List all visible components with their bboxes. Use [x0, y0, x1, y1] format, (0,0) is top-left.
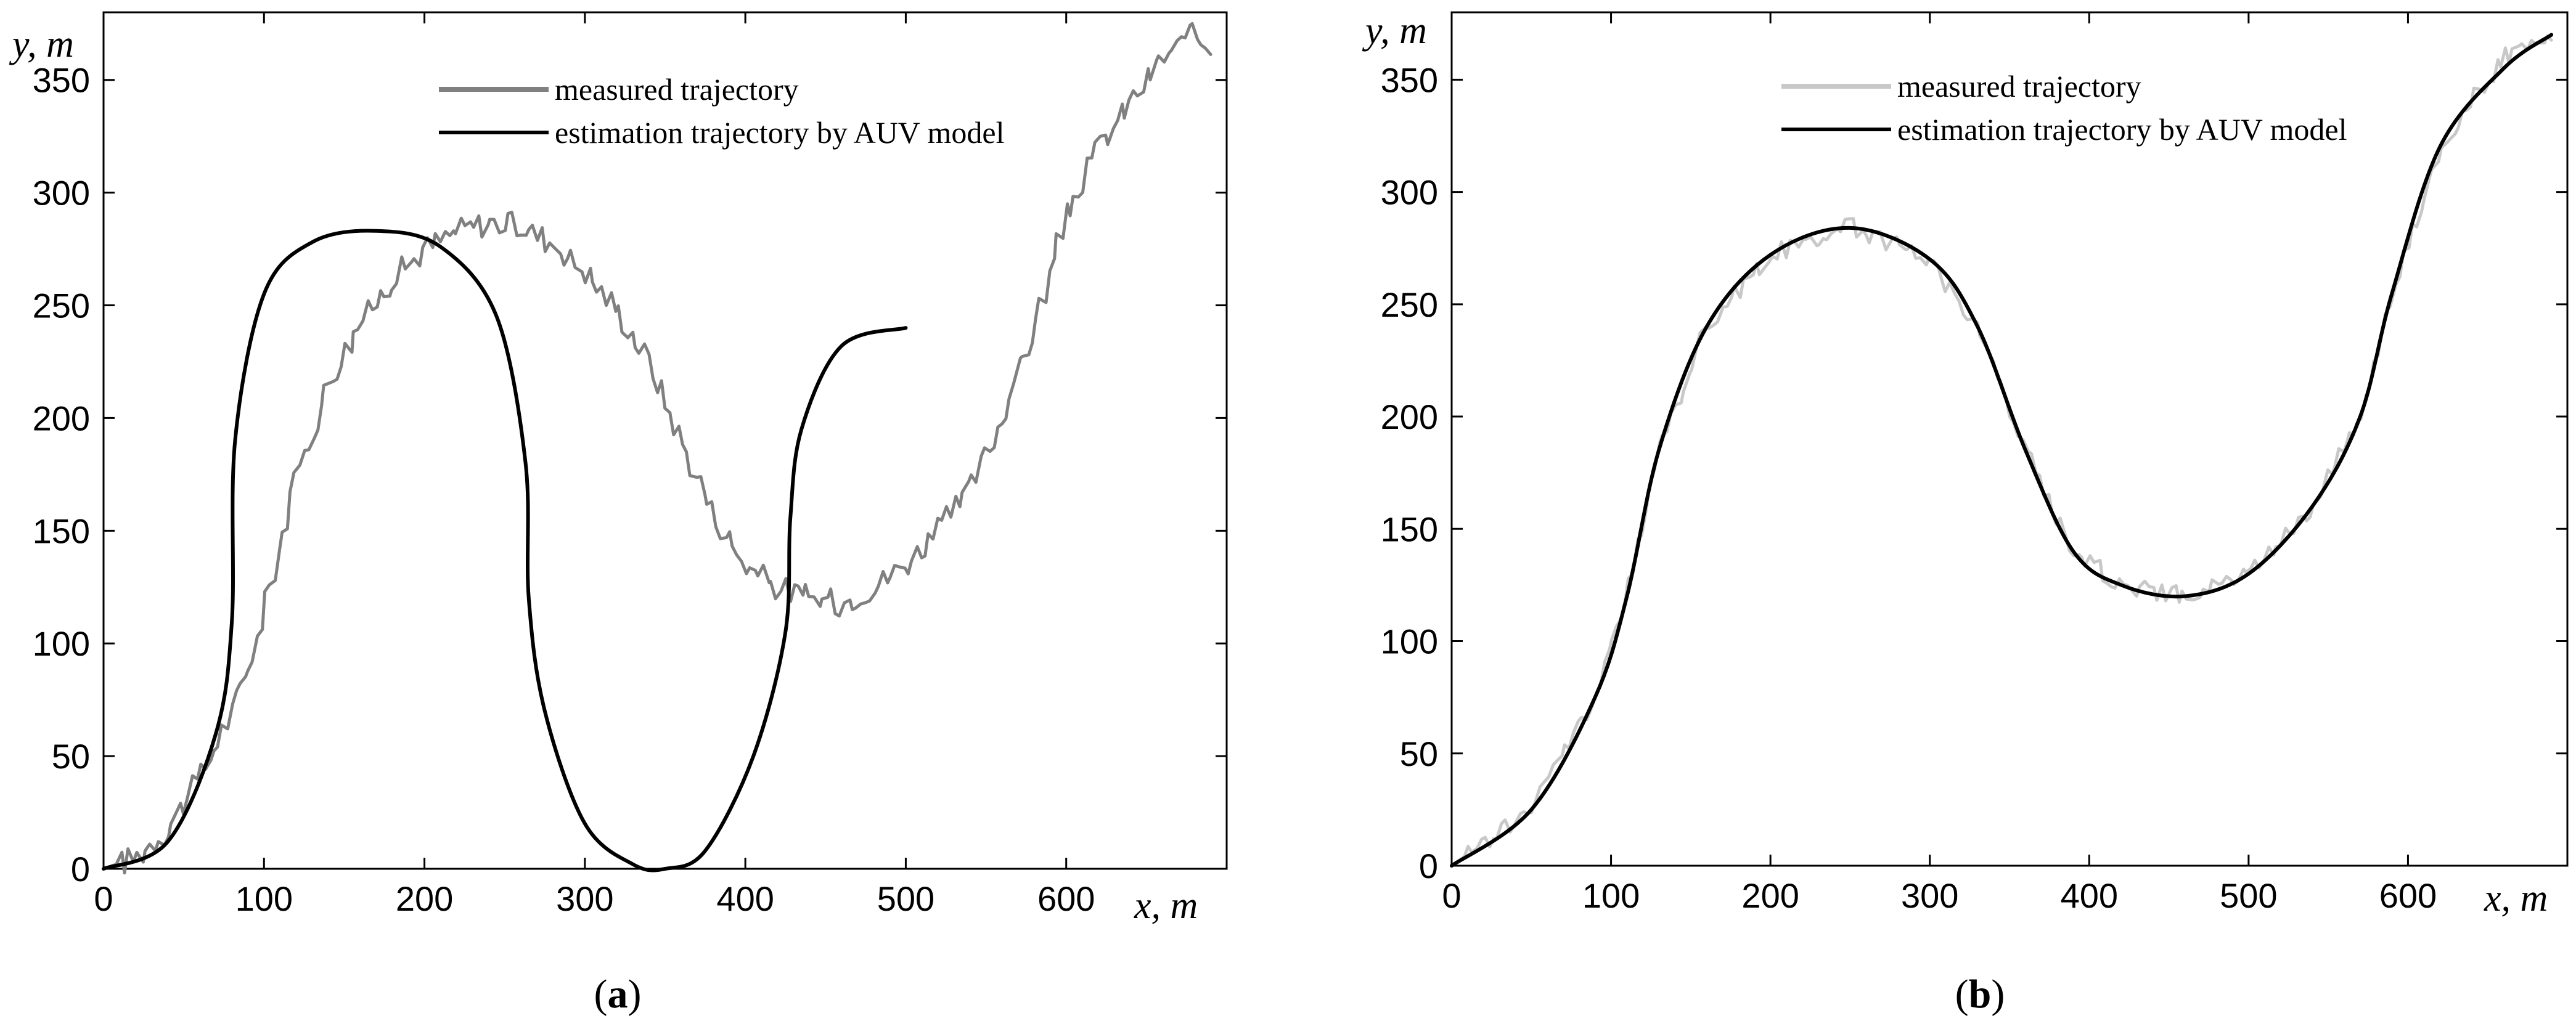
y-tick-label-a-3: 150	[33, 511, 90, 550]
y-tick-label-b-4: 200	[1381, 397, 1438, 436]
panel-a: 0 100 200 300 400 500 600 0 50 100 150 200 250 300 350…	[9, 11, 1228, 1017]
y-tick-label-a-5: 250	[33, 287, 90, 325]
x-tick-label-b-5: 500	[2220, 876, 2277, 915]
panel-b: 0 100 200 300 400 500 600 0 50 100 150 200 250 300 350…	[1362, 10, 2569, 1017]
y-tick-label-b-7: 350	[1381, 60, 1438, 99]
y-tick-label-a-7: 350	[33, 61, 90, 100]
y-axis-label-a: y, m	[9, 23, 74, 65]
legend-a: measured trajectory estimation trajector…	[439, 72, 1005, 150]
x-tick-label-a-1: 100	[235, 879, 293, 918]
x-tick-label-b-2: 200	[1741, 876, 1799, 915]
caption-a-letter: a	[608, 972, 628, 1017]
x-tick-label-b-3: 300	[1901, 876, 1958, 915]
caption-b: (b)	[1955, 972, 2005, 1017]
y-tick-label-a-6: 300	[33, 174, 90, 213]
x-axis-label-a: x, m	[1134, 885, 1198, 927]
caption-b-open: (	[1955, 972, 1969, 1017]
y-tick-label-b-2: 100	[1381, 622, 1438, 661]
x-tick-label-a-5: 500	[877, 879, 934, 918]
plot-area-b: 0 100 200 300 400 500 600 0 50 100 150 200 250 300 350	[1381, 11, 2569, 915]
caption-b-close: )	[1991, 972, 2005, 1017]
legend-label-estimation-b: estimation trajectory by AUV model	[1897, 112, 2347, 147]
y-tick-label-b-6: 300	[1381, 173, 1438, 212]
caption-a: (a)	[594, 972, 642, 1017]
legend-label-estimation-a: estimation trajectory by AUV model	[555, 115, 1005, 150]
y-tick-label-a-0: 0	[71, 850, 90, 889]
x-tick-label-a-3: 300	[556, 879, 613, 918]
y-axis-label-b: y, m	[1362, 10, 1427, 52]
y-tick-label-a-4: 200	[33, 399, 90, 437]
series-measured-line-a	[102, 22, 1212, 875]
y-tick-label-b-0: 0	[1419, 847, 1438, 885]
x-tick-label-a-4: 400	[716, 879, 774, 918]
x-tick-label-b-6: 600	[2379, 876, 2437, 915]
y-tick-label-a-2: 100	[33, 624, 90, 663]
axes-frame-b	[1450, 11, 2569, 867]
legend-label-measured-b: measured trajectory	[1897, 69, 2141, 104]
x-tick-label-a-2: 200	[396, 879, 453, 918]
caption-a-open: (	[594, 972, 608, 1017]
legend-b: measured trajectory estimation trajector…	[1781, 69, 2347, 147]
x-tick-label-b-4: 400	[2061, 876, 2118, 915]
x-tick-label-a-0: 0	[94, 879, 113, 918]
caption-b-letter: b	[1969, 972, 1992, 1017]
y-tick-label-b-1: 50	[1400, 734, 1438, 773]
y-tick-label-b-5: 250	[1381, 285, 1438, 324]
x-tick-label-b-1: 100	[1582, 876, 1640, 915]
x-tick-label-a-6: 600	[1037, 879, 1095, 918]
plot-area-a: 0 100 200 300 400 500 600 0 50 100 150 200 250 300 350	[33, 11, 1228, 918]
y-tick-label-b-3: 150	[1381, 510, 1438, 548]
legend-label-measured-a: measured trajectory	[555, 72, 799, 107]
series-estimation-line-a	[102, 229, 908, 872]
series-estimation-line-b	[1450, 33, 2554, 868]
caption-a-close: )	[628, 972, 642, 1017]
x-tick-label-b-0: 0	[1442, 876, 1461, 915]
y-tick-label-a-1: 50	[52, 737, 90, 776]
x-axis-label-b: x, m	[2484, 877, 2548, 919]
